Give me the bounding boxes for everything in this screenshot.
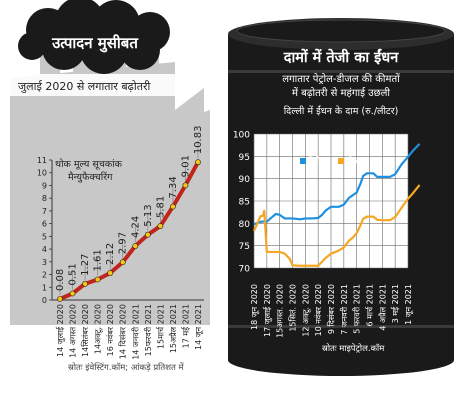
right-source: स्रोतः माइपेट्रोल.कॉम xyxy=(322,343,385,354)
y-tick-label: 75 xyxy=(239,242,250,252)
wpi-data-label: 5.81 xyxy=(155,196,166,218)
wpi-data-point xyxy=(170,203,176,210)
y-tick-label: 3 xyxy=(42,258,47,267)
wpi-data-label: 1.27 xyxy=(80,254,91,276)
wpi-data-point xyxy=(94,276,101,283)
legend-swatch-petrol xyxy=(300,158,306,164)
subtitle-band xyxy=(10,74,190,96)
wpi-data-label: 10.83 xyxy=(193,126,204,155)
right-title: दामों में तेजी का ईंधन xyxy=(283,48,399,66)
x-tick-label: 3 मई 2021 xyxy=(390,284,400,323)
x-tick-label: 14 जनवरी 2021 xyxy=(130,304,140,360)
x-tick-label: 6 मार्च 2021 xyxy=(365,284,375,326)
x-tick-label: 7 जनवरी 2021 xyxy=(339,284,349,335)
x-tick-label: 17 मई 2021 xyxy=(180,304,190,348)
wpi-data-point xyxy=(57,296,63,302)
factory-roof xyxy=(10,62,210,325)
title-cloud xyxy=(18,0,170,74)
legend-label-diesel: डीजल xyxy=(345,155,367,167)
wpi-data-point xyxy=(132,243,139,249)
y-tick-label: 90 xyxy=(239,175,251,185)
wpi-data-label: 1.61 xyxy=(93,249,104,271)
wpi-data-point xyxy=(69,290,76,297)
x-tick-label: 14अक्टू, 2020 xyxy=(94,304,104,354)
x-tick-label: 15फरवरी 2021 xyxy=(143,304,153,356)
drum-rib xyxy=(228,70,454,73)
wpi-data-point xyxy=(107,270,114,276)
wpi-data-point xyxy=(144,231,151,238)
x-tick-label: 10 नवंबर 2020 xyxy=(314,284,323,336)
y-tick-label: 70 xyxy=(239,265,251,275)
y-tick-label: 9 xyxy=(42,181,47,190)
drum-bottom xyxy=(228,344,454,376)
right-subtitle: में बढ़ोतरी से महंगाई उछली xyxy=(292,87,390,99)
y-tick-label: 0 xyxy=(42,296,47,305)
wpi-data-label: 2.97 xyxy=(118,232,129,254)
x-tick-label: 15सितं. 2020 xyxy=(288,284,298,332)
y-tick-label: 7 xyxy=(42,207,47,216)
petrol-series-line xyxy=(253,143,421,226)
y-tick-label: 11 xyxy=(37,156,47,165)
y-tick-label: 100 xyxy=(233,131,250,141)
x-tick-label: 1 जून 2021 xyxy=(404,284,414,325)
y-tick-label: 10 xyxy=(37,169,47,178)
wpi-data-label: 0.08 xyxy=(55,269,66,291)
y-tick-label: 80 xyxy=(239,220,251,230)
right-subtitle: लगातार पेट्रोल-डीजल की कीमतों xyxy=(282,73,400,85)
wpi-data-point xyxy=(157,223,164,229)
diesel-series-line xyxy=(252,184,421,267)
y-tick-label: 1 xyxy=(42,283,47,292)
x-tick-label: 12 अक्टू. 2020 xyxy=(301,284,311,337)
wpi-data-label: 2.12 xyxy=(105,243,116,265)
legend-swatch-diesel xyxy=(338,158,344,164)
wpi-data-point xyxy=(195,159,201,166)
wpi-data-label: 0.51 xyxy=(68,263,79,285)
x-tick-label: 17 जुलाई 2020 xyxy=(262,284,273,337)
x-tick-label: 14 दिसंबर 2020 xyxy=(118,304,128,359)
x-tick-label: 9 दिसंबर 2020 xyxy=(326,284,336,334)
x-tick-label: 15मार्च 2021 xyxy=(155,304,165,349)
x-tick-label: 14 जून 2021 xyxy=(194,304,204,350)
y-tick-label: 8 xyxy=(42,194,47,203)
y-tick-label: 2 xyxy=(42,271,47,280)
left-subtitle: जुलाई 2020 से लगातार बढ़ोतरी xyxy=(18,80,150,93)
y-tick-label: 6 xyxy=(42,220,47,229)
right-panel: दामों में तेजी का ईंधन लगातार पेट्रोल-डी… xyxy=(228,18,454,376)
x-tick-label: 18 जून 2020 xyxy=(250,284,260,330)
wpi-data-label: 5.13 xyxy=(143,204,154,226)
legend-label-petrol: पेट्रोल xyxy=(308,155,327,167)
wpi-data-label: 7.34 xyxy=(168,176,179,198)
wpi-data-point xyxy=(182,182,189,189)
x-tick-label: 16 नवंबर 2020 xyxy=(106,304,115,356)
fuel-price-line-chart: 70 75 80 85 90 95 100 पेट्रोल डीजल 18 जून 2020 17 … xyxy=(233,131,421,338)
y-tick-label: 4 xyxy=(42,245,47,254)
x-tick-label: 15अगस्त. 2020 xyxy=(276,284,285,338)
drum-top-rim xyxy=(236,19,446,43)
x-tick-label: 15अप्रैल 2021 xyxy=(168,304,178,353)
y-tick-label: 95 xyxy=(239,153,250,163)
drum-rib xyxy=(228,325,454,328)
y-tick-label: 85 xyxy=(239,198,250,208)
x-tick-label: 5 फरवरी 2021 xyxy=(352,284,362,334)
x-tick-label: 14सितंबर 2020 xyxy=(80,304,90,357)
wpi-chart-label: मैन्युफैक्चरिंग xyxy=(68,171,113,183)
y-tick-label: 5 xyxy=(42,232,47,241)
wpi-data-label: 9.01 xyxy=(180,155,191,177)
left-panel: उत्पादन मुसीबत जुलाई 2020 से लगातार बढ़ो… xyxy=(10,0,210,373)
wpi-data-point xyxy=(119,259,126,266)
x-tick-label: 14 जुलाई 2020 xyxy=(55,304,66,357)
wpi-chart-label: थोक मूल्य सूचकांक xyxy=(55,158,123,170)
x-tick-label: 4 अप्रैल 2021 xyxy=(377,284,387,331)
x-tick-label: 14 अगस्त 2020 xyxy=(69,304,78,358)
wpi-data-point xyxy=(82,280,88,287)
fuel-chart-caption: दिल्ली में ईंधन के दाम (रु./लीटर) xyxy=(284,105,399,117)
left-source: स्रोतः इंवेस्टिंग.कॉम; आंकड़े प्रतिशत मे… xyxy=(68,362,185,373)
left-title: उत्पादन मुसीबत xyxy=(51,34,139,53)
wpi-data-label: 4.24 xyxy=(130,216,141,238)
wpi-line-chart: 0 1 2 3 4 5 6 7 8 9 10 11 0.08 14 जुलाई 2020 0.51 14 अग… xyxy=(37,126,204,360)
